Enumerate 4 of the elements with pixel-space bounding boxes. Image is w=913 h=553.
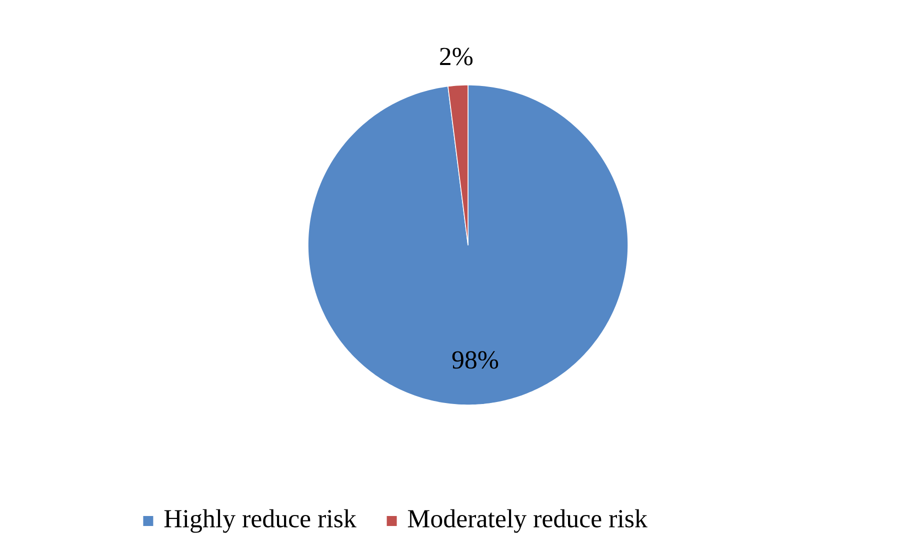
legend-label: Highly reduce risk xyxy=(164,509,356,533)
legend-label: Moderately reduce risk xyxy=(408,509,648,533)
data-label: 2% xyxy=(440,48,473,66)
data-label: 98% xyxy=(452,351,498,369)
